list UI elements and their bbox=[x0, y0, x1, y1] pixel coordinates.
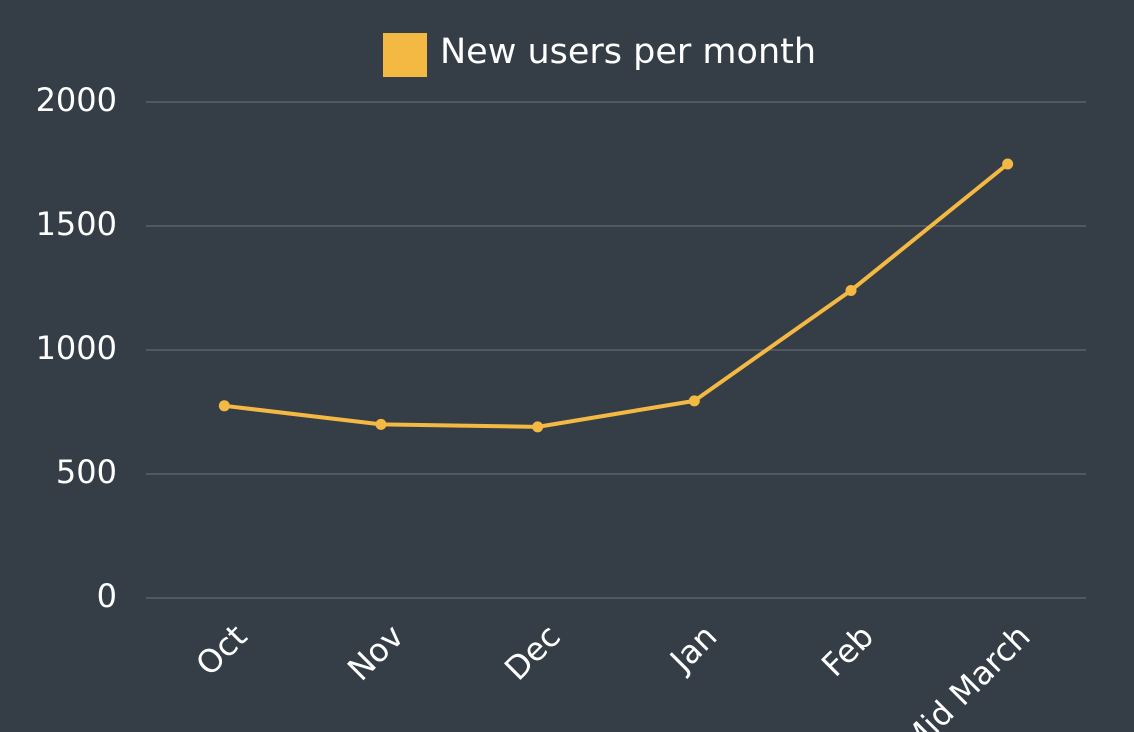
legend-label: New users per month bbox=[440, 32, 816, 72]
y-tick-label: 1000 bbox=[36, 329, 117, 367]
line bbox=[224, 162, 1009, 429]
x-tick-label: Nov bbox=[340, 617, 411, 688]
y-tick-label: 0 bbox=[97, 577, 117, 615]
y-tick-label: 2000 bbox=[36, 81, 117, 119]
point bbox=[845, 284, 857, 296]
point bbox=[375, 418, 387, 430]
x-tick-label: Mid March bbox=[894, 617, 1037, 732]
x-tick-label: Dec bbox=[497, 617, 568, 688]
x-tick-label: Jan bbox=[661, 617, 724, 680]
point bbox=[688, 395, 700, 407]
point bbox=[218, 400, 230, 412]
point bbox=[1002, 158, 1014, 170]
x-tick-label: Oct bbox=[188, 617, 254, 683]
y-tick-label: 500 bbox=[56, 453, 117, 491]
x-tick-label: Feb bbox=[814, 617, 881, 684]
point bbox=[532, 421, 544, 433]
legend-swatch bbox=[383, 33, 427, 77]
y-tick-label: 1500 bbox=[36, 205, 117, 243]
